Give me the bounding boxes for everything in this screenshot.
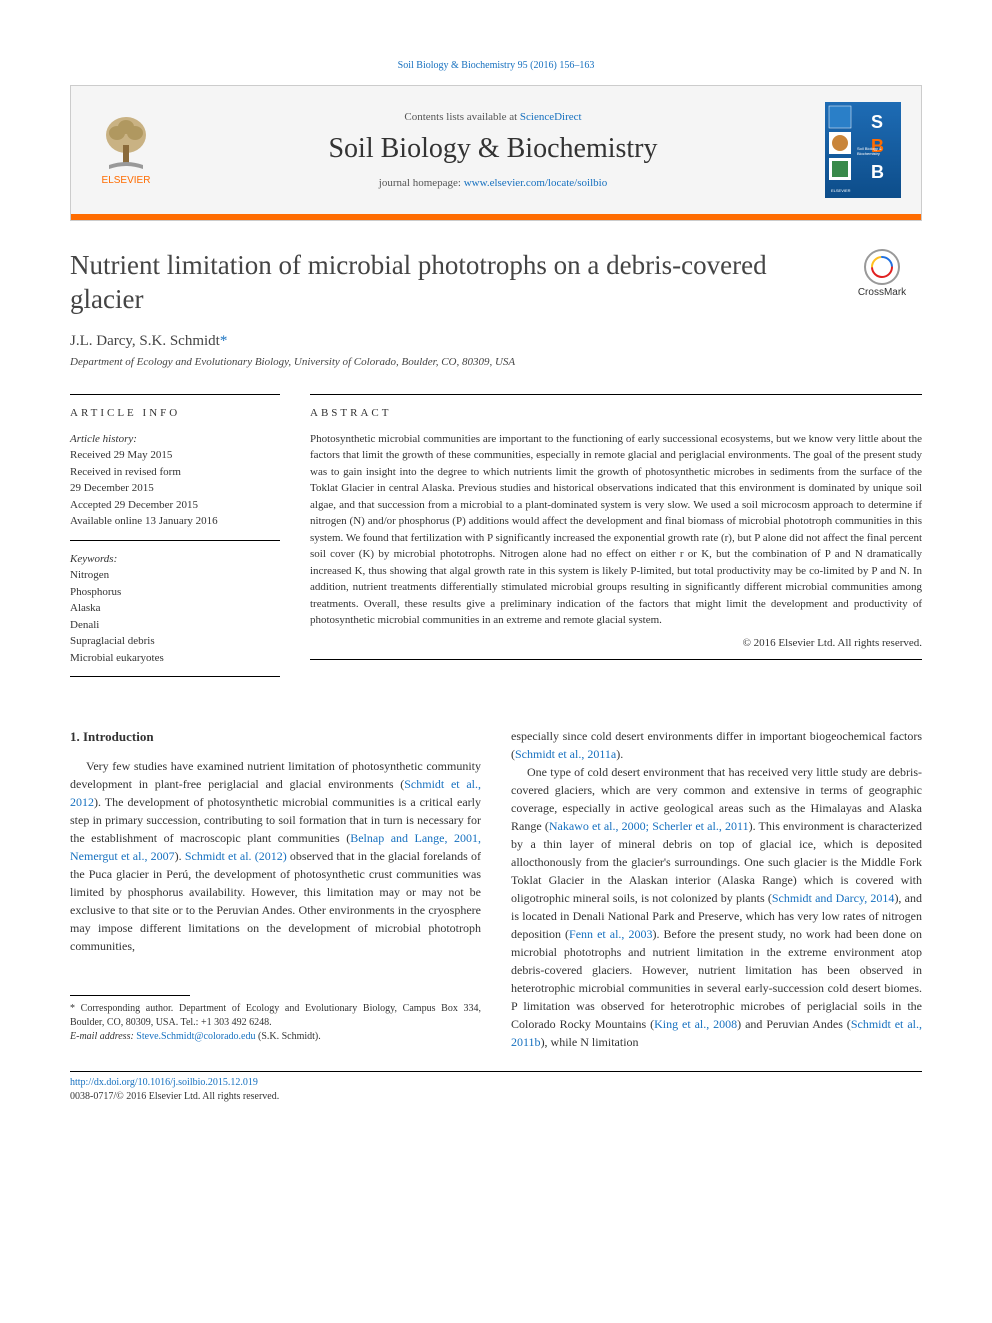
history-label: Article history: [70,433,137,445]
email-line: E-mail address: Steve.Schmidt@colorado.e… [70,1030,481,1044]
contents-lists-line: Contents lists available at ScienceDirec… [161,111,825,123]
accepted-date: Accepted 29 December 2015 [70,499,198,511]
body-column-right: especially since cold desert environment… [511,727,922,1051]
abstract-text: Photosynthetic microbial communities are… [310,431,922,629]
ref-link[interactable]: Schmidt and Darcy, 2014 [772,891,895,905]
page: Soil Biology & Biochemistry 95 (2016) 15… [0,0,992,1164]
footnote-separator [70,995,190,996]
orange-bar [71,214,921,220]
article-info-label: ARTICLE INFO [70,407,280,419]
journal-name: Soil Biology & Biochemistry [161,133,825,165]
corresponding-author-note: * Corresponding author. Department of Ec… [70,1002,481,1030]
corresponding-marker: * [220,333,228,349]
title-column: Nutrient limitation of microbial phototr… [70,249,830,317]
revised-label: Received in revised form [70,466,181,478]
elsevier-logo[interactable]: ELSEVIER [91,115,161,186]
homepage-link[interactable]: www.elsevier.com/locate/soilbio [464,177,607,189]
elsevier-tree-icon [99,115,153,173]
abstract-column: ABSTRACT Photosynthetic microbial commun… [310,394,922,678]
keyword: Supraglacial debris [70,635,155,647]
ref-link[interactable]: Fenn et al., 2003 [569,927,652,941]
author-names: J.L. Darcy, S.K. Schmidt [70,333,220,349]
keyword: Microbial eukaryotes [70,652,164,664]
revised-date: 29 December 2015 [70,482,154,494]
body-paragraph-2: One type of cold desert environment that… [511,763,922,1051]
journal-cover-block: S B Soil Biology & Biochemistry B ELSEVI… [825,102,901,198]
ref-link[interactable]: King et al., 2008 [654,1017,737,1031]
abstract-rule [310,659,922,660]
text: observed that in the glacial forelands o… [70,849,481,953]
svg-text:ELSEVIER: ELSEVIER [831,188,851,193]
doi-link[interactable]: http://dx.doi.org/10.1016/j.soilbio.2015… [70,1077,258,1088]
footnote-block: * Corresponding author. Department of Ec… [70,1002,481,1044]
text: ) and Peruvian Andes ( [737,1017,851,1031]
intro-heading: 1. Introduction [70,727,481,747]
online-date: Available online 13 January 2016 [70,515,218,527]
text: ). [175,849,185,863]
keywords-block: Keywords: Nitrogen Phosphorus Alaska Den… [70,551,280,678]
crossmark-block[interactable]: CrossMark [842,249,922,298]
publisher-logo-block: ELSEVIER [91,115,161,186]
header-box: ELSEVIER Contents lists available at Sci… [70,85,922,221]
title-row: Nutrient limitation of microbial phototr… [70,249,922,317]
abstract-copyright: © 2016 Elsevier Ltd. All rights reserved… [310,637,922,649]
text: ). [616,747,623,761]
keyword: Denali [70,619,99,631]
svg-text:B: B [871,162,884,182]
keyword: Nitrogen [70,569,109,581]
keywords-label: Keywords: [70,553,117,565]
body-paragraph-cont: especially since cold desert environment… [511,727,922,763]
homepage-prefix: journal homepage: [379,177,464,189]
authors: J.L. Darcy, S.K. Schmidt* [70,333,922,350]
intro-paragraph-1: Very few studies have examined nutrient … [70,757,481,955]
article-history: Article history: Received 29 May 2015 Re… [70,431,280,541]
contents-prefix: Contents lists available at [404,111,519,123]
email-link[interactable]: Steve.Schmidt@colorado.edu [136,1031,255,1042]
ref-link[interactable]: Schmidt et al. (2012) [185,849,287,863]
email-label: E-mail address: [70,1031,136,1042]
info-abstract-row: ARTICLE INFO Article history: Received 2… [70,394,922,678]
affiliation: Department of Ecology and Evolutionary B… [70,356,922,368]
svg-text:S: S [871,112,883,132]
email-suffix: (S.K. Schmidt). [255,1031,320,1042]
text: ). Before the present study, no work had… [511,927,922,1031]
ref-link[interactable]: Nakawo et al., 2000; Scherler et al., 20… [549,819,749,833]
article-info-column: ARTICLE INFO Article history: Received 2… [70,394,280,678]
bottom-bar: http://dx.doi.org/10.1016/j.soilbio.2015… [70,1071,922,1104]
received-date: Received 29 May 2015 [70,449,172,461]
keyword: Alaska [70,602,101,614]
svg-text:Biochemistry: Biochemistry [857,151,880,156]
abstract-label: ABSTRACT [310,407,922,419]
article-title: Nutrient limitation of microbial phototr… [70,249,830,317]
journal-cover[interactable]: S B Soil Biology & Biochemistry B ELSEVI… [825,102,901,198]
body-column-left: 1. Introduction Very few studies have ex… [70,727,481,1051]
homepage-line: journal homepage: www.elsevier.com/locat… [161,177,825,189]
sciencedirect-link[interactable]: ScienceDirect [520,111,582,123]
header-middle: Contents lists available at ScienceDirec… [161,111,825,189]
ref-link[interactable]: Schmidt et al., 2011a [515,747,616,761]
crossmark-icon [864,249,900,285]
crossmark-label: CrossMark [858,287,906,298]
publisher-name: ELSEVIER [102,175,151,186]
keyword: Phosphorus [70,586,121,598]
body-columns: 1. Introduction Very few studies have ex… [70,727,922,1051]
journal-cover-icon: S B Soil Biology & Biochemistry B ELSEVI… [825,102,901,198]
issn-copyright: 0038-0717/© 2016 Elsevier Ltd. All right… [70,1091,279,1102]
text: ), while N limitation [541,1035,639,1049]
header-content: ELSEVIER Contents lists available at Sci… [71,86,921,214]
header-citation: Soil Biology & Biochemistry 95 (2016) 15… [70,60,922,71]
